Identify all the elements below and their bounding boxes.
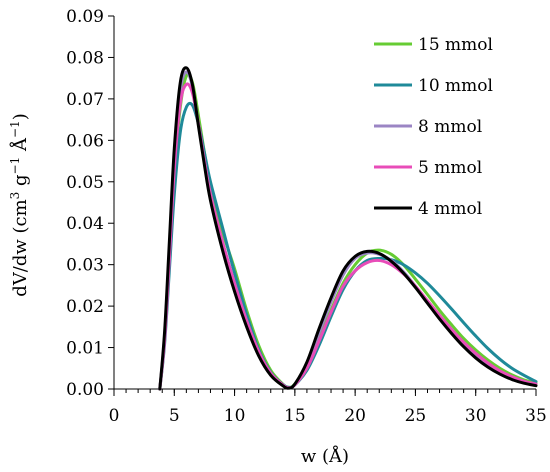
legend-label-15-mmol: 15 mmol — [418, 35, 493, 55]
x-tick-label: 0 — [109, 406, 120, 426]
series-line-5-mmol — [158, 82, 538, 391]
y-tick-label: 0.06 — [66, 131, 104, 151]
axes: 0.00 0.01 0.02 0.03 0.04 0.05 0.06 0.07 0.08 0.09… — [66, 7, 547, 426]
y-tick-label: 0.00 — [66, 380, 104, 400]
x-tick-label: 30 — [465, 406, 487, 426]
y-tick-label: 0.03 — [66, 256, 104, 276]
x-tick-label: 35 — [525, 406, 547, 426]
y-tick-label: 0.01 — [66, 339, 104, 359]
x-tick-label: 25 — [405, 406, 427, 426]
y-tick-label: 0.05 — [66, 173, 104, 193]
legend-label-5-mmol: 5 mmol — [418, 158, 482, 178]
y-tick-label: 0.07 — [66, 90, 104, 110]
series-line-4-mmol — [158, 66, 538, 391]
y-tick-label: 0.04 — [66, 214, 104, 234]
legend-label-10-mmol: 10 mmol — [418, 76, 493, 96]
y-tick-label: 0.02 — [66, 297, 104, 317]
x-tick-label: 10 — [224, 406, 246, 426]
y-tick-label: 0.09 — [66, 7, 104, 27]
x-tick-label: 15 — [284, 406, 306, 426]
y-axis-label: dV/dw (cm3 g−1 Å−1) — [8, 113, 31, 296]
x-axis-label: w (Å) — [301, 445, 349, 467]
series-layer — [158, 66, 538, 391]
legend: 15 mmol 10 mmol 8 mmol 5 mmol 4 mmol — [374, 35, 493, 219]
y-tick-label: 0.08 — [66, 48, 104, 68]
legend-label-8-mmol: 8 mmol — [418, 117, 482, 137]
series-line-10-mmol — [158, 101, 538, 391]
legend-label-4-mmol: 4 mmol — [418, 199, 482, 219]
x-tick-label: 5 — [169, 406, 180, 426]
x-tick-label: 20 — [344, 406, 366, 426]
